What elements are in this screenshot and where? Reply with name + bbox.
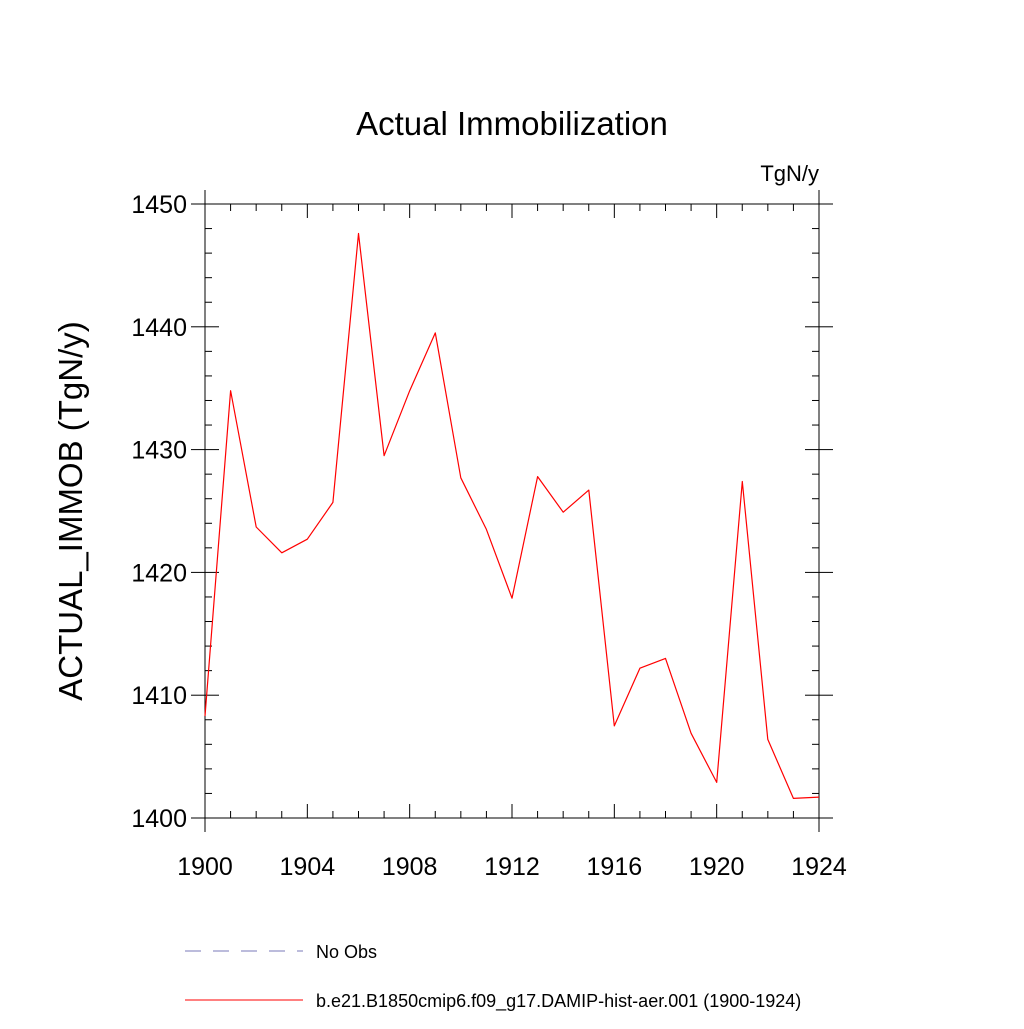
y-tick-label: 1400 (131, 805, 187, 833)
y-tick-label: 1440 (131, 314, 187, 342)
axes: 1900 1904 1908 1912 1916 1920 1924 1400 1410 1420… (131, 190, 847, 881)
x-tick-label: 1920 (689, 853, 745, 881)
x-tick-label: 1908 (382, 853, 438, 881)
x-tick-label: 1900 (177, 853, 233, 881)
y-tick-label: 1420 (131, 559, 187, 587)
y-tick-label: 1430 (131, 437, 187, 465)
x-tick-label: 1924 (791, 853, 847, 881)
y-tick-label: 1450 (131, 191, 187, 219)
legend: No Obs b.e21.B1850cmip6.f09_g17.DAMIP-his… (185, 942, 801, 1012)
x-tick-label: 1916 (587, 853, 643, 881)
series-line (204, 232, 820, 800)
y-tick-label: 1410 (131, 682, 187, 710)
series-layer (204, 232, 820, 800)
chart-title: Actual Immobilization (356, 105, 668, 142)
legend-label: b.e21.B1850cmip6.f09_g17.DAMIP-hist-aer.… (316, 991, 801, 1012)
x-tick-label: 1904 (280, 853, 336, 881)
x-tick-label: 1912 (484, 853, 540, 881)
plot-frame (204, 203, 820, 819)
units-label: TgN/y (760, 161, 819, 186)
legend-label: No Obs (316, 942, 377, 962)
y-axis-label: ACTUAL_IMMOB (TgN/y) (52, 321, 89, 701)
